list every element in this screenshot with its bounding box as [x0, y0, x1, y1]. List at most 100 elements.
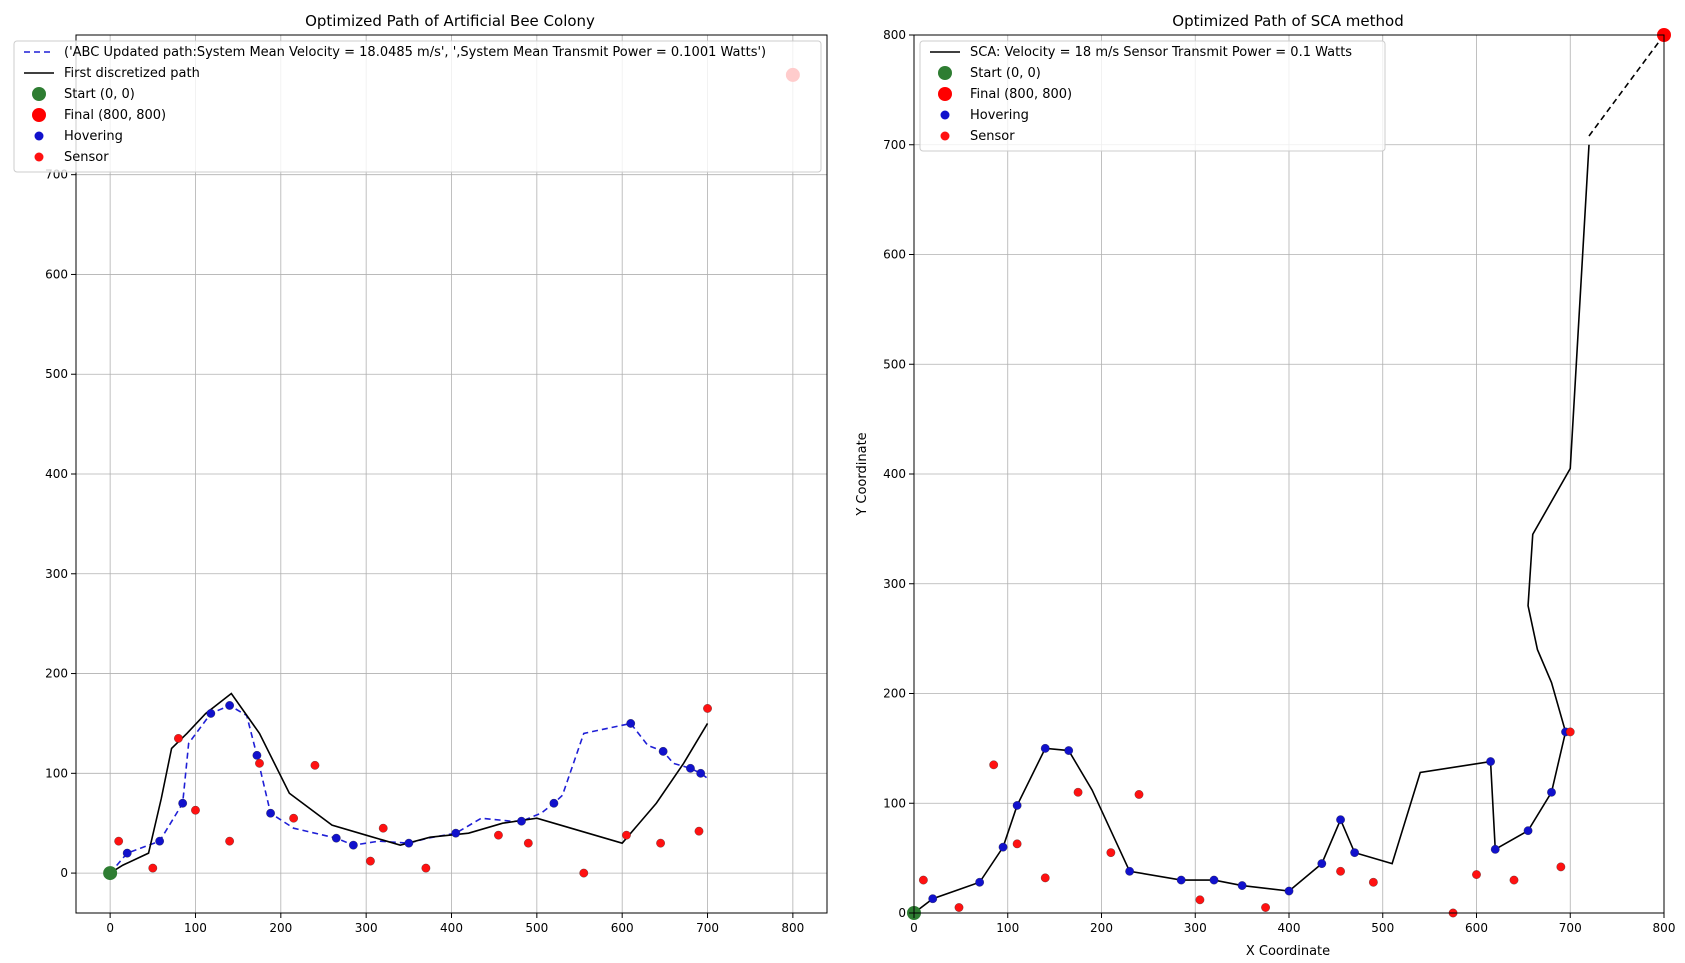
- y-tick-label: 300: [45, 567, 68, 581]
- hovering-point: [349, 840, 358, 850]
- sca-legend: SCA: Velocity = 18 m/s Sensor Transmit P…: [919, 40, 1386, 152]
- sca-legend-box: [919, 40, 1386, 152]
- legend-swatch-dot: [940, 131, 950, 141]
- sensor-point: [954, 903, 964, 912]
- hovering-point: [1125, 866, 1134, 876]
- y-tick-label: 100: [45, 766, 68, 780]
- legend-swatch-dot: [34, 131, 44, 141]
- abc-chart-title: Optimized Path of Artificial Bee Colony: [305, 12, 595, 30]
- sensor-point: [1336, 866, 1345, 876]
- sensor-point: [1134, 790, 1144, 799]
- sca-x-axis-label: X Coordinate: [1246, 944, 1330, 959]
- sensor-point: [1556, 862, 1566, 872]
- sensor-point: [523, 838, 533, 848]
- x-tick-label: 600: [611, 921, 634, 935]
- legend-entry-label: SCA: Velocity = 18 m/s Sensor Transmit P…: [970, 45, 1352, 60]
- sensor-point: [378, 823, 388, 833]
- hovering-point: [696, 768, 706, 778]
- legend-entry-label: Final (800, 800): [64, 108, 166, 123]
- hovering-point: [626, 719, 636, 728]
- hovering-point: [451, 828, 461, 838]
- sensor-point: [289, 813, 298, 823]
- hovering-point: [658, 747, 668, 756]
- sensor-point: [1195, 895, 1205, 905]
- sca-chart-panel: Optimized Path of SCA method 0 100 200 300 4…: [855, 12, 1675, 959]
- sensor-point: [148, 863, 158, 873]
- sensor-point: [1012, 839, 1022, 849]
- x-tick-label: 400: [440, 921, 463, 935]
- x-tick-label: 600: [1465, 921, 1488, 935]
- sensor-point: [703, 704, 712, 713]
- legend-entry-label: Sensor: [64, 150, 109, 165]
- y-tick-label: 800: [883, 28, 906, 42]
- legend-swatch-dot: [940, 110, 950, 120]
- sensor-point: [494, 830, 503, 840]
- hovering-point: [1284, 886, 1294, 896]
- legend-swatch-dot: [938, 66, 952, 80]
- sensor-point: [1369, 877, 1378, 887]
- sensor-point: [1106, 848, 1116, 857]
- sensor-point: [919, 875, 928, 885]
- sensor-point: [656, 838, 665, 848]
- hovering-point: [252, 751, 262, 760]
- x-tick-label: 200: [269, 921, 292, 935]
- hovering-point: [178, 798, 188, 808]
- y-tick-label: 200: [883, 687, 906, 701]
- abc-chart-panel: Optimized Path of Artificial Bee Colony …: [13, 12, 828, 935]
- hovering-point: [1040, 744, 1050, 753]
- y-tick-label: 300: [883, 577, 906, 591]
- hovering-point: [1237, 881, 1247, 890]
- x-tick-label: 0: [910, 921, 918, 935]
- y-tick-label: 400: [883, 467, 906, 481]
- hovering-point: [1317, 859, 1327, 868]
- sensor-point: [225, 836, 234, 846]
- legend-entry-label: Hovering: [64, 129, 123, 144]
- legend-entry-label: Start (0, 0): [64, 87, 135, 102]
- hovering-point: [1350, 848, 1359, 857]
- hovering-point: [404, 838, 414, 848]
- hovering-point: [517, 816, 526, 826]
- y-tick-label: 0: [60, 866, 68, 880]
- sca-ticks: 0 100 200 300 400 500 600 700 800 0 100 200 300 400 50…: [883, 28, 1675, 935]
- x-tick-label: 800: [781, 921, 804, 935]
- hovering-point: [155, 836, 164, 846]
- series-line-1: [109, 692, 709, 874]
- sensor-point: [622, 830, 631, 840]
- x-tick-label: 100: [996, 921, 1019, 935]
- sensor-point: [174, 734, 183, 743]
- hovering-point: [122, 848, 132, 858]
- hovering-point: [549, 798, 559, 808]
- hovering-point: [1209, 875, 1219, 885]
- abc-legend-box: [13, 40, 822, 173]
- y-tick-label: 600: [883, 248, 906, 262]
- x-tick-label: 300: [355, 921, 378, 935]
- hovering-point: [331, 833, 341, 843]
- sensor-point: [989, 760, 999, 770]
- sensor-point: [579, 868, 589, 878]
- legend-swatch-dot: [32, 87, 46, 101]
- abc-legend: ('ABC Updated path:System Mean Velocity …: [13, 40, 822, 173]
- sensor-point: [1073, 787, 1083, 797]
- sensor-point: [1509, 875, 1519, 885]
- y-tick-label: 500: [45, 367, 68, 381]
- sensor-point: [694, 826, 704, 836]
- sensor-point: [366, 856, 375, 866]
- sensor-point: [114, 836, 124, 846]
- hovering-point: [1523, 826, 1533, 836]
- x-tick-label: 400: [1278, 921, 1301, 935]
- sensor-point: [191, 805, 200, 815]
- y-tick-label: 600: [45, 267, 68, 281]
- x-tick-label: 200: [1090, 921, 1113, 935]
- hovering-point: [1547, 787, 1556, 797]
- hovering-point: [1012, 801, 1022, 810]
- legend-swatch-dot: [34, 152, 44, 162]
- hovering-point: [206, 709, 216, 718]
- sensor-point: [1472, 870, 1481, 879]
- hovering-point: [1486, 757, 1495, 766]
- y-tick-label: 500: [883, 357, 906, 371]
- sensor-point: [255, 758, 264, 768]
- legend-entry-label: First discretized path: [64, 66, 200, 81]
- abc-paths: [103, 67, 800, 881]
- hovering-point: [686, 763, 695, 773]
- x-tick-label: 100: [184, 921, 207, 935]
